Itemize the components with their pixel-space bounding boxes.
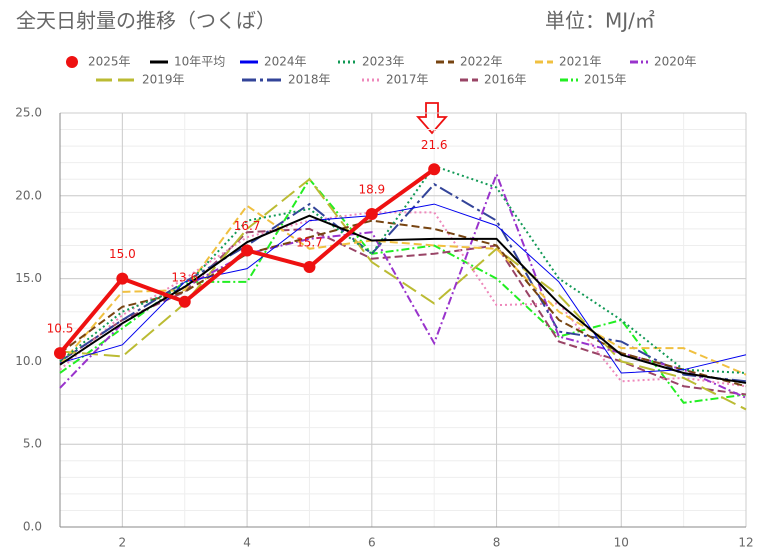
x-tick-label: 10	[614, 536, 629, 550]
legend-label: 2025年	[88, 55, 131, 69]
series-line	[59, 177, 747, 404]
y-tick-label: 10.0	[15, 354, 42, 368]
legend-label: 2021年	[559, 55, 602, 69]
y-tick-label: 5.0	[23, 437, 42, 451]
data-point	[428, 163, 441, 176]
legend-label: 2017年	[386, 73, 429, 87]
y-tick-label: 0.0	[23, 520, 42, 534]
legend-label: 2018年	[288, 73, 331, 87]
legend-marker	[66, 56, 78, 68]
x-tick-label: 12	[738, 536, 753, 550]
series-line	[59, 171, 747, 399]
data-label: 15.7	[296, 236, 323, 250]
legend-label: 2023年	[362, 55, 405, 69]
data-point	[365, 208, 378, 221]
x-tick-label: 6	[368, 536, 376, 550]
y-tick-label: 15.0	[15, 271, 42, 285]
data-label: 13.6	[171, 270, 198, 284]
legend-label: 2015年	[584, 73, 627, 87]
legend-label: 10年平均	[174, 55, 225, 69]
legend-label: 2024年	[264, 55, 307, 69]
data-label: 18.9	[358, 183, 385, 197]
series-line	[59, 182, 747, 383]
data-point	[54, 347, 66, 360]
data-point	[178, 295, 191, 308]
data-label: 10.5	[47, 322, 74, 336]
data-label: 15.0	[109, 247, 136, 261]
unit-label: 単位：MJ/㎡	[545, 9, 655, 33]
x-tick-label: 8	[493, 536, 501, 550]
data-point	[303, 261, 316, 274]
series-line	[59, 227, 747, 396]
arrow-annotation	[416, 102, 448, 135]
data-label: 16.7	[234, 219, 261, 233]
legend-label: 2019年	[142, 73, 185, 87]
data-point	[116, 272, 129, 285]
legend-label: 2022年	[460, 55, 503, 69]
x-tick-label: 2	[119, 536, 127, 550]
legend-label: 2016年	[484, 73, 527, 87]
series-line	[59, 219, 747, 388]
series-line	[59, 177, 747, 411]
x-tick-label: 4	[243, 536, 251, 550]
legend-label: 2020年	[654, 55, 697, 69]
chart-title: 全天日射量の推移（つくば）	[16, 9, 276, 33]
series-line	[59, 214, 747, 384]
data-label: 21.6	[421, 138, 448, 152]
series-line	[59, 164, 747, 374]
y-tick-label: 20.0	[15, 188, 42, 202]
data-point	[241, 244, 254, 257]
y-tick-label: 25.0	[15, 106, 42, 120]
